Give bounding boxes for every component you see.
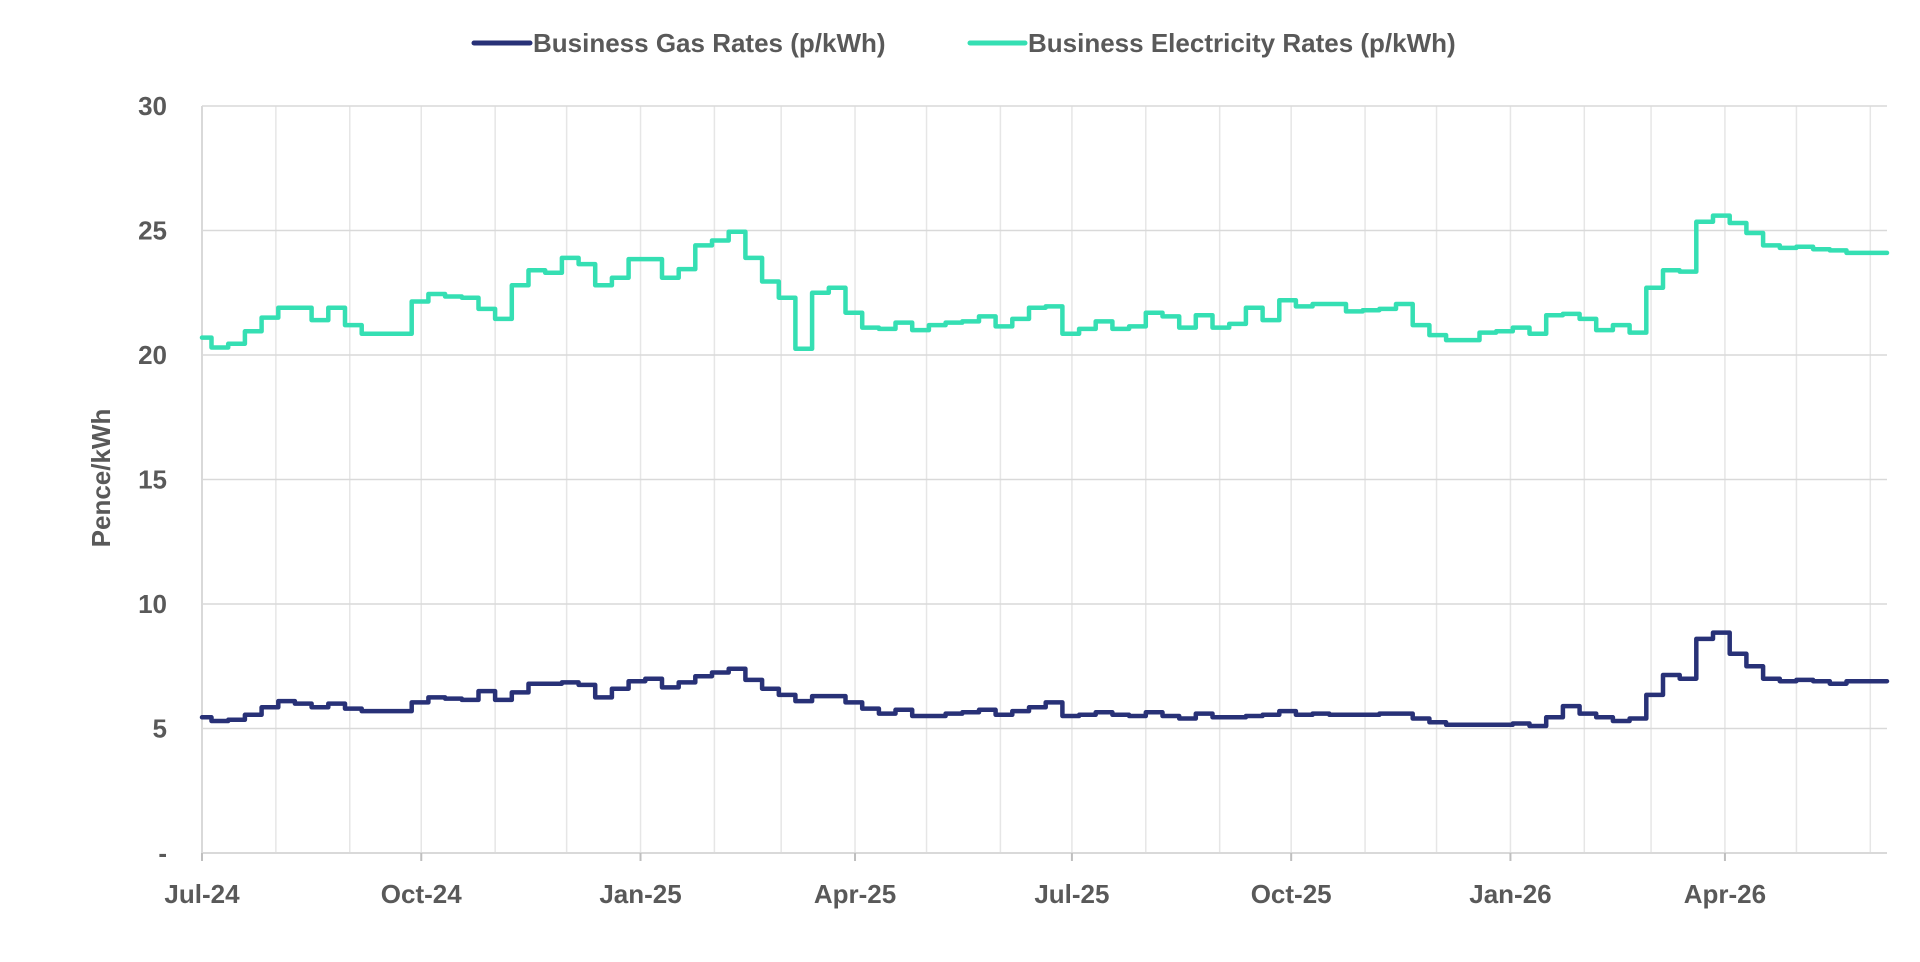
y-tick-label: 15 xyxy=(138,465,167,495)
series-line-gas xyxy=(199,630,1890,729)
legend-label-gas: Business Gas Rates (p/kWh) xyxy=(533,28,886,58)
y-axis-title: Pence/kWh xyxy=(86,409,116,548)
x-tick-label: Jan-26 xyxy=(1469,879,1551,909)
y-tick-label: 30 xyxy=(138,91,167,121)
legend-item-gas: Business Gas Rates (p/kWh) xyxy=(471,28,886,58)
y-axis: - 5 10 15 20 25 30 xyxy=(138,91,203,868)
legend-item-electricity: Business Electricity Rates (p/kWh) xyxy=(967,28,1456,58)
series-layer xyxy=(199,213,1890,729)
x-tick-label: Jul-24 xyxy=(164,879,240,909)
x-tick-label: Apr-26 xyxy=(1684,879,1766,909)
x-axis: Jul-24 Oct-24 Jan-25 Apr-25 Jul-25 Oct-25 Jan-… xyxy=(164,852,1887,909)
x-tick-label: Apr-25 xyxy=(814,879,896,909)
y-tick-label: 25 xyxy=(138,216,167,246)
x-tick-label: Jan-25 xyxy=(599,879,681,909)
y-tick-label: 20 xyxy=(138,340,167,370)
x-tick-label: Oct-25 xyxy=(1251,879,1332,909)
legend-label-electricity: Business Electricity Rates (p/kWh) xyxy=(1028,28,1456,58)
grid-lines xyxy=(201,105,1887,853)
series-line-electricity xyxy=(199,213,1890,352)
y-tick-label: 10 xyxy=(138,589,167,619)
x-tick-label: Oct-24 xyxy=(381,879,462,909)
legend: Business Gas Rates (p/kWh) Business Elec… xyxy=(471,28,1456,58)
y-tick-label: 5 xyxy=(153,714,167,744)
x-tick-label: Jul-25 xyxy=(1034,879,1109,909)
y-tick-label: - xyxy=(158,838,167,868)
